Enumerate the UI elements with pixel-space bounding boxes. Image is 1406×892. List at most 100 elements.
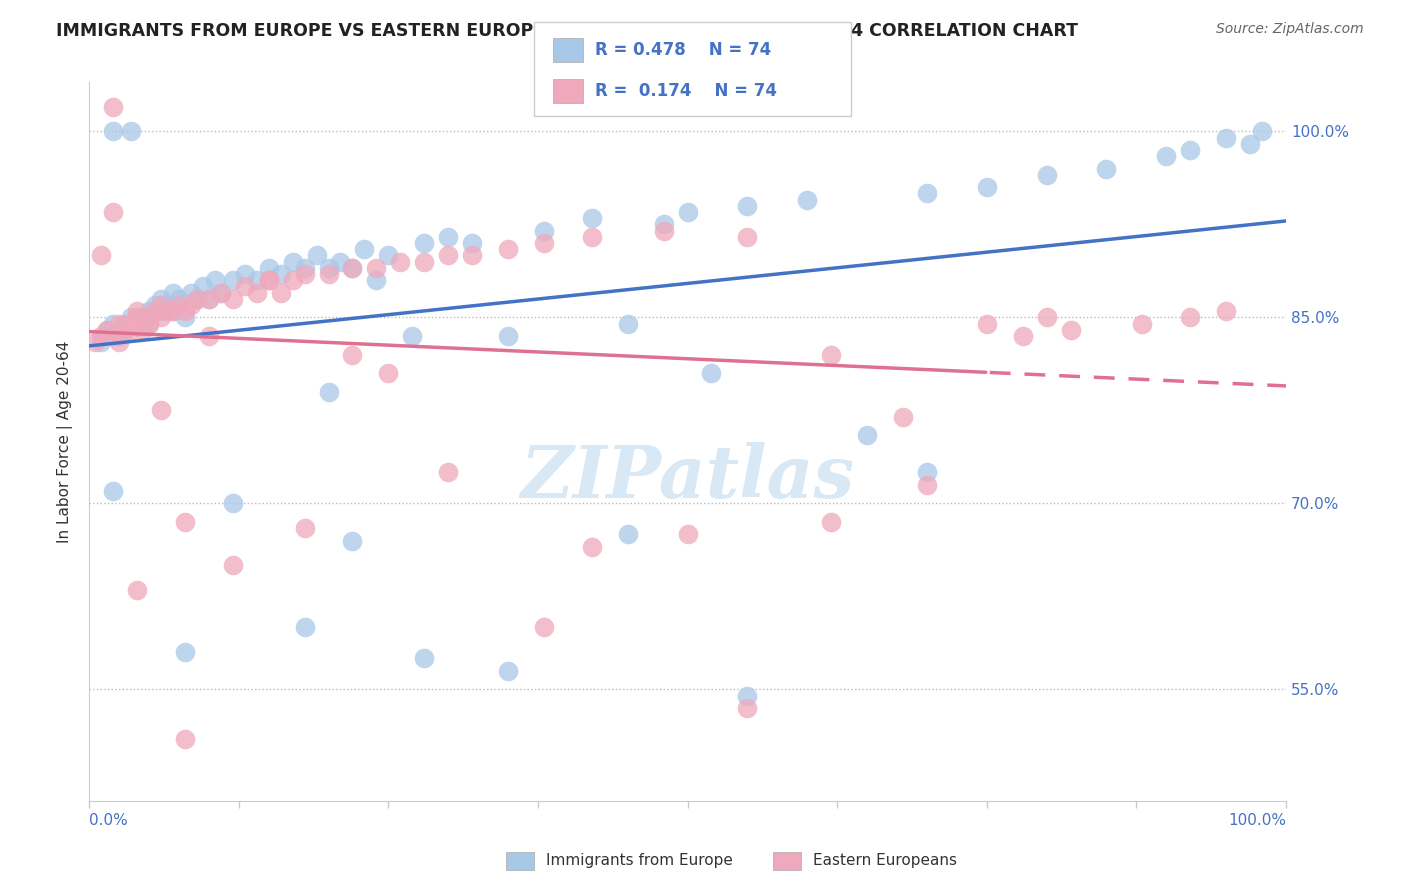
Point — [174, 310, 197, 325]
Point — [222, 496, 245, 510]
Point — [1059, 323, 1081, 337]
Point — [101, 329, 124, 343]
Text: 100.0%: 100.0% — [1227, 814, 1286, 829]
Point — [132, 323, 155, 337]
Point — [1239, 136, 1261, 151]
Point — [796, 193, 818, 207]
Point — [120, 124, 142, 138]
Point — [120, 310, 142, 325]
Y-axis label: In Labor Force | Age 20-64: In Labor Force | Age 20-64 — [58, 341, 73, 542]
Point — [149, 310, 172, 325]
Point — [174, 515, 197, 529]
Point — [820, 515, 842, 529]
Point — [138, 317, 160, 331]
Text: 0.0%: 0.0% — [89, 814, 128, 829]
Point — [174, 732, 197, 747]
Point — [270, 267, 292, 281]
Point — [915, 478, 938, 492]
Point — [737, 199, 759, 213]
Point — [1035, 310, 1057, 325]
Point — [198, 329, 221, 343]
Point — [108, 317, 131, 331]
Point — [222, 292, 245, 306]
Point — [143, 298, 166, 312]
Point — [496, 329, 519, 343]
Point — [257, 273, 280, 287]
Point — [174, 645, 197, 659]
Point — [138, 304, 160, 318]
Point — [270, 285, 292, 300]
Point — [156, 304, 179, 318]
Point — [1215, 130, 1237, 145]
Point — [1095, 161, 1118, 176]
Point — [162, 285, 184, 300]
Point — [294, 620, 316, 634]
Point — [652, 218, 675, 232]
Point — [377, 366, 399, 380]
Point — [281, 254, 304, 268]
Point — [84, 335, 107, 350]
Point — [149, 292, 172, 306]
Point — [209, 285, 232, 300]
Text: IMMIGRANTS FROM EUROPE VS EASTERN EUROPEAN IN LABOR FORCE | AGE 20-64 CORRELATIO: IMMIGRANTS FROM EUROPE VS EASTERN EUROPE… — [56, 22, 1078, 40]
Point — [90, 329, 112, 343]
Point — [1011, 329, 1033, 343]
Point — [180, 298, 202, 312]
Point — [294, 267, 316, 281]
Point — [114, 323, 136, 337]
Point — [101, 317, 124, 331]
Point — [204, 273, 226, 287]
Point — [246, 285, 269, 300]
Text: Immigrants from Europe: Immigrants from Europe — [546, 854, 733, 868]
Point — [222, 558, 245, 573]
Point — [149, 304, 172, 318]
Point — [305, 248, 328, 262]
Point — [96, 323, 118, 337]
Point — [389, 254, 412, 268]
Point — [437, 230, 460, 244]
Point — [737, 701, 759, 715]
Text: Eastern Europeans: Eastern Europeans — [813, 854, 956, 868]
Point — [342, 260, 364, 275]
Point — [461, 236, 484, 251]
Text: Source: ZipAtlas.com: Source: ZipAtlas.com — [1216, 22, 1364, 37]
Point — [101, 205, 124, 219]
Point — [461, 248, 484, 262]
Point — [1156, 149, 1178, 163]
Point — [222, 273, 245, 287]
Point — [329, 254, 352, 268]
Point — [820, 348, 842, 362]
Point — [257, 273, 280, 287]
Point — [318, 384, 340, 399]
Point — [342, 348, 364, 362]
Point — [616, 317, 638, 331]
Point — [366, 273, 388, 287]
Point — [1180, 143, 1202, 157]
Point — [125, 317, 148, 331]
Point — [162, 304, 184, 318]
Point — [413, 651, 436, 665]
Point — [533, 236, 555, 251]
Point — [318, 267, 340, 281]
Point — [342, 533, 364, 548]
Point — [676, 205, 699, 219]
Point — [114, 317, 136, 331]
Point — [652, 224, 675, 238]
Point — [533, 224, 555, 238]
Point — [191, 279, 214, 293]
Point — [138, 317, 160, 331]
Point — [401, 329, 423, 343]
Point — [125, 317, 148, 331]
Point — [496, 664, 519, 678]
Point — [1130, 317, 1153, 331]
Point — [413, 236, 436, 251]
Point — [114, 323, 136, 337]
Point — [101, 484, 124, 499]
Point — [108, 329, 131, 343]
Point — [318, 260, 340, 275]
Point — [581, 540, 603, 554]
Point — [125, 310, 148, 325]
Point — [342, 260, 364, 275]
Point — [294, 260, 316, 275]
Point — [186, 292, 208, 306]
